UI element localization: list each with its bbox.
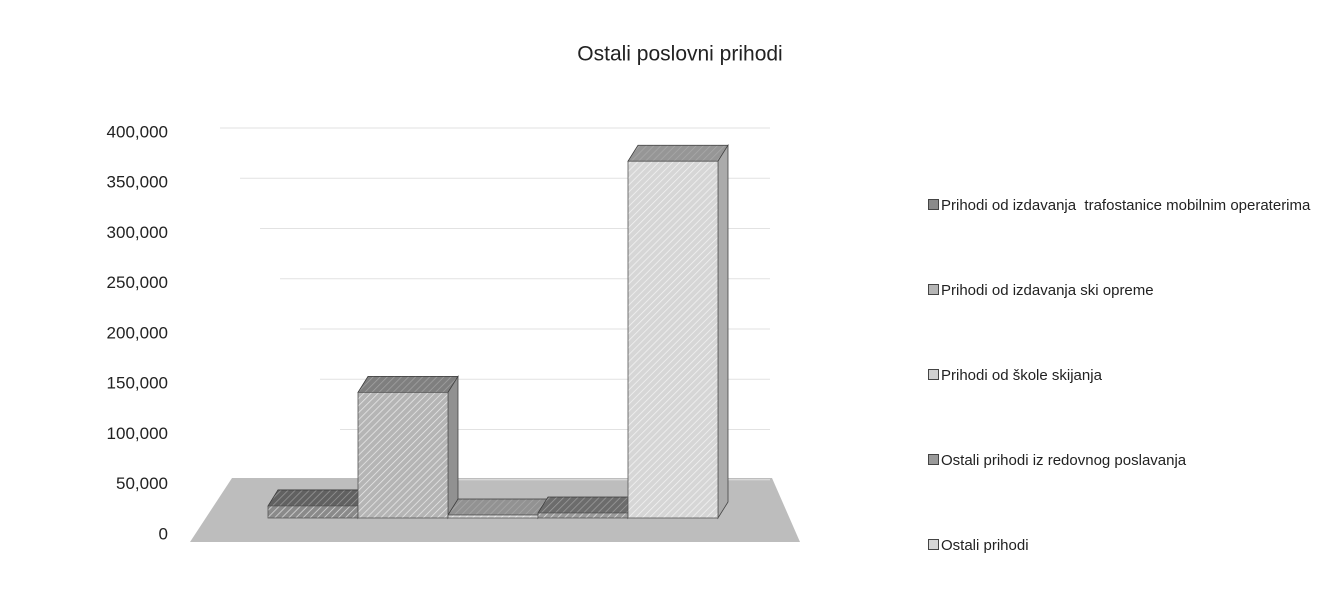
legend-item: Prihodi od škole skijanja: [928, 366, 1318, 385]
legend-swatch: [928, 284, 939, 295]
bar-side: [717, 143, 729, 520]
bar: [267, 505, 359, 519]
legend-label: Prihodi od izdavanja ski opreme: [941, 282, 1154, 299]
legend-swatch: [928, 199, 939, 210]
y-tick-label: 400,000: [107, 122, 168, 141]
bar-top: [267, 489, 369, 507]
bar-top: [537, 496, 639, 514]
legend-swatch: [928, 369, 939, 380]
bar-top: [357, 375, 459, 393]
y-tick-label: 100,000: [107, 424, 168, 443]
bar: [537, 512, 629, 519]
y-tick-label: 50,000: [116, 474, 168, 493]
legend-item: Prihodi od izdavanja trafostanice mobiln…: [928, 196, 1318, 215]
legend-label: Prihodi od izdavanja trafostanice mobiln…: [941, 197, 1311, 214]
bar-top: [627, 144, 729, 162]
bar: [627, 160, 719, 519]
y-tick-label: 350,000: [107, 173, 168, 192]
y-tick-label: 200,000: [107, 323, 168, 342]
bar-top: [447, 498, 549, 516]
legend-label: Ostali prihodi: [941, 537, 1029, 554]
chart-title: Ostali poslovni prihodi: [577, 43, 782, 66]
bar: [447, 514, 539, 519]
legend-swatch: [928, 539, 939, 550]
legend-item: Prihodi od izdavanja ski opreme: [928, 281, 1318, 300]
legend-item: Ostali prihodi: [928, 536, 1318, 555]
y-tick-label: 0: [159, 524, 168, 543]
legend-item: Ostali prihodi iz redovnog poslavanja: [928, 451, 1318, 470]
y-tick-label: 300,000: [107, 223, 168, 242]
legend-label: Prihodi od škole skijanja: [941, 367, 1102, 384]
bar: [357, 391, 449, 519]
y-tick-label: 150,000: [107, 374, 168, 393]
legend-swatch: [928, 454, 939, 465]
legend-label: Ostali prihodi iz redovnog poslavanja: [941, 452, 1187, 469]
bar-side: [447, 374, 459, 520]
y-tick-label: 250,000: [107, 273, 168, 292]
